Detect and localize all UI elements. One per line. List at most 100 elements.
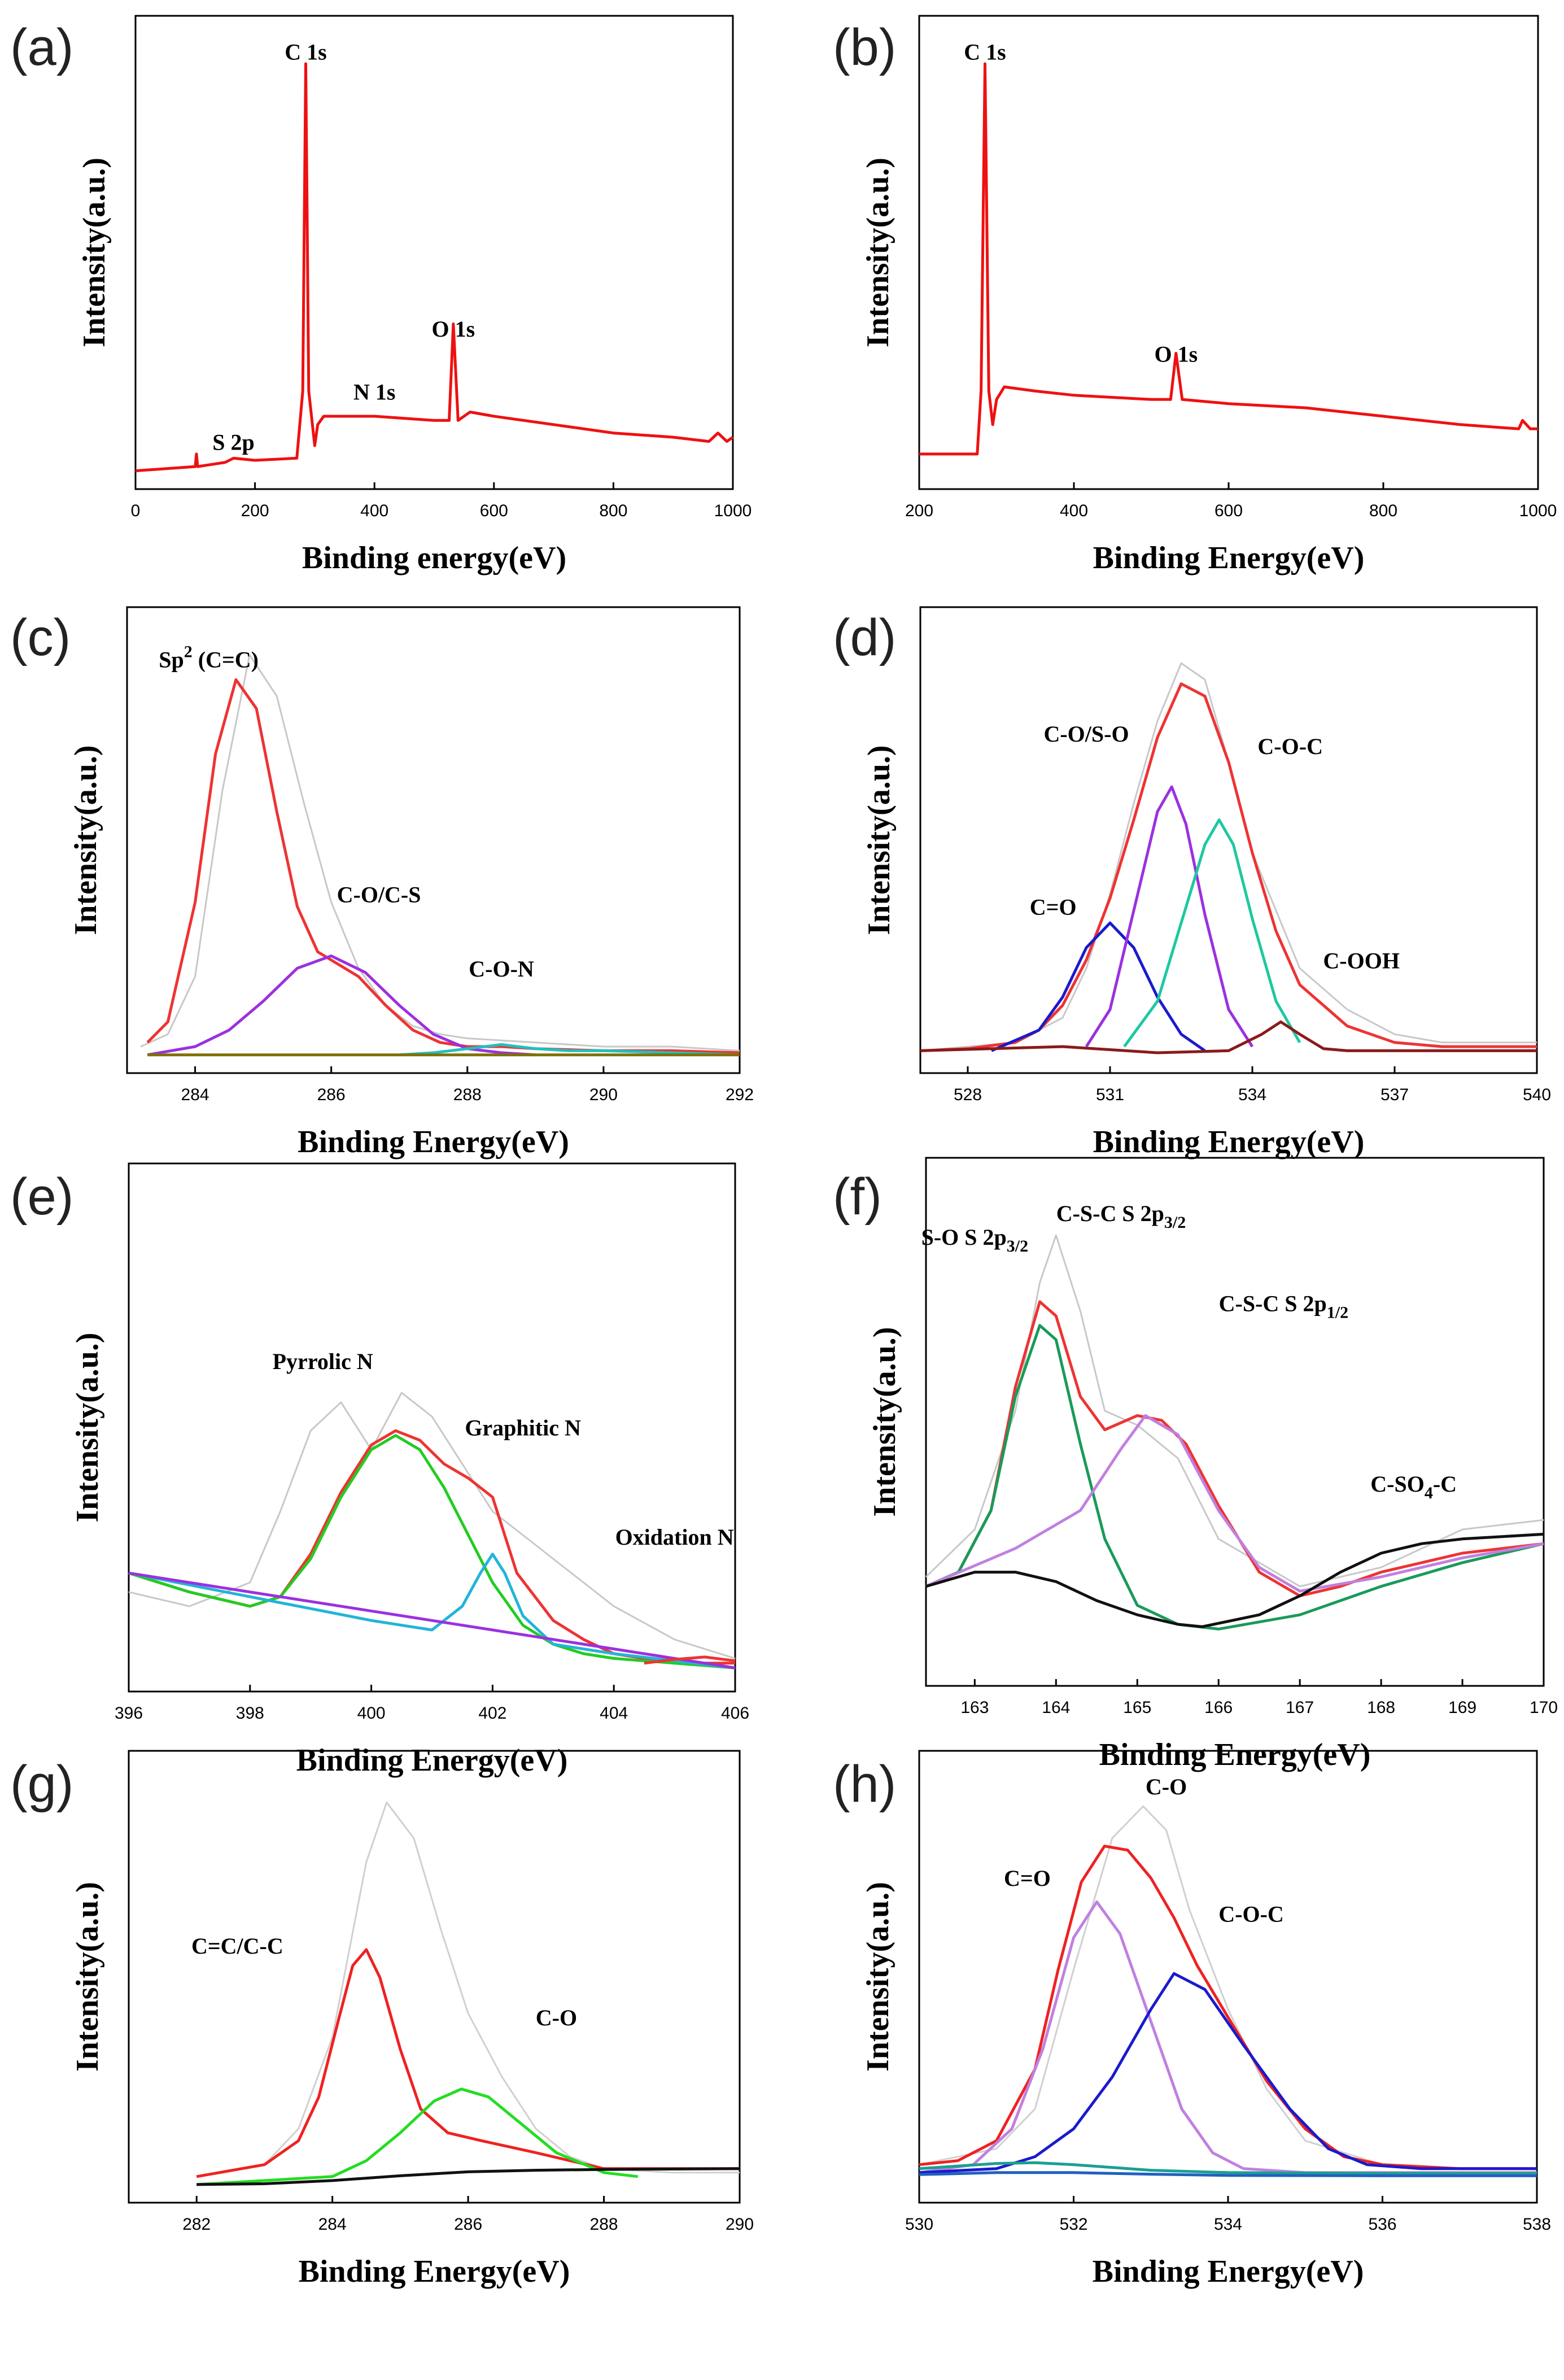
series-line [140, 654, 740, 1052]
x-tick-label: 282 [182, 2215, 211, 2234]
x-axis-label: Binding Energy(eV) [1093, 1124, 1365, 1160]
annotation-label: C=C/C-C [191, 1933, 283, 1959]
x-tick-label: 600 [1214, 502, 1243, 520]
series-line [135, 62, 734, 473]
series-line [128, 1571, 736, 1670]
plot-frame [918, 1750, 1538, 2204]
series-line [919, 1972, 1537, 2174]
annotation-label: Graphitic N [465, 1415, 581, 1441]
panel-letter: (d) [833, 609, 896, 666]
series-line [1085, 785, 1254, 1048]
panel-letter: (b) [833, 19, 896, 76]
y-axis-label: Intensity(a.u.) [68, 745, 103, 935]
x-tick-label: 534 [1238, 1086, 1266, 1104]
x-tick-label: 400 [360, 502, 388, 520]
x-tick-label: 169 [1448, 1698, 1476, 1717]
x-tick-label: 290 [726, 2215, 754, 2234]
x-tick-label: 532 [1059, 2215, 1087, 2234]
chart-panel-b: (b) 200 400 600 800 1000 Binding Energy(eV) Int… [833, 15, 1557, 576]
x-tick-label: 166 [1204, 1698, 1233, 1717]
y-axis-label: Intensity(a.u.) [862, 745, 897, 935]
series-line [399, 1043, 740, 1057]
chart-panel-a: (a) 0 200 400 600 800 1000 Binding energy(eV) In… [10, 15, 752, 576]
annotation-label: C-O [536, 2005, 577, 2030]
x-tick-label: 540 [1523, 1086, 1551, 1104]
annotation-label: S-O S 2p3/2 [921, 1224, 1029, 1256]
panel-letter: (f) [833, 1168, 882, 1226]
plot-frame [128, 1162, 736, 1693]
series-line [146, 678, 740, 1054]
annotation-label: C-S-C S 2p1/2 [1219, 1291, 1349, 1322]
x-tick-label: 286 [317, 1086, 346, 1104]
plot-frame [918, 15, 1539, 490]
annotation-label: C-OOH [1323, 948, 1400, 973]
y-axis-label: Intensity(a.u.) [70, 1882, 105, 2072]
annotation-label: Oxidation N [615, 1524, 734, 1550]
annotation-label: Sp2 (C=C) [159, 643, 259, 673]
x-axis-label: Binding energy(eV) [302, 540, 566, 576]
x-tick-label: 600 [480, 502, 508, 520]
series-line [196, 2167, 740, 2186]
plot-frame [925, 1157, 1545, 1687]
annotation-label: N 1s [353, 379, 395, 404]
x-axis-label: Binding Energy(eV) [1093, 540, 1365, 576]
x-tick-label: 800 [599, 502, 627, 520]
annotation-label: C-O-N [469, 956, 534, 982]
chart-panel-h: (h) 530 532 534 536 538 Binding Energy(eV) Inte… [833, 1750, 1551, 2289]
x-tick-label: 406 [721, 1704, 749, 1723]
plot-frame [919, 606, 1538, 1074]
annotation-label: C-O [1146, 1774, 1187, 1799]
series-line [925, 1234, 1544, 1588]
y-axis-label: Intensity(a.u.) [867, 1327, 902, 1516]
series-line [196, 1801, 740, 2178]
x-axis-label: Binding Energy(eV) [299, 2254, 570, 2289]
y-axis-label: Intensity(a.u.) [70, 1332, 105, 1522]
x-axis-label: Binding Energy(eV) [298, 1124, 569, 1160]
x-tick-label: 400 [357, 1704, 386, 1723]
series-line [925, 1414, 1544, 1593]
series-line [991, 921, 1206, 1052]
x-tick-label: 288 [590, 2215, 618, 2234]
annotation-label: C=O [1030, 895, 1077, 920]
annotation-label: C-O/C-S [337, 882, 421, 908]
series-line [196, 1948, 740, 2178]
series-line [920, 662, 1537, 1052]
series-line [128, 1553, 736, 1670]
x-tick-label: 290 [589, 1086, 618, 1104]
x-tick-label: 164 [1042, 1698, 1070, 1717]
x-tick-label: 284 [318, 2215, 347, 2234]
series-line [925, 1324, 1544, 1631]
x-tick-label: 538 [1523, 2215, 1551, 2234]
chart-panel-e: (e) 396 398 400 402 404 406 Binding Energy(eV) I… [10, 1162, 749, 1778]
panel-letter: (a) [10, 19, 73, 76]
x-tick-label: 396 [115, 1704, 143, 1723]
panel-letter: (g) [10, 1755, 73, 1813]
series-line [644, 1655, 736, 1665]
x-tick-label: 800 [1369, 502, 1397, 520]
x-tick-label: 402 [478, 1704, 506, 1723]
panel-letter: (h) [833, 1755, 896, 1813]
annotation-label: C-S-C S 2p3/2 [1056, 1201, 1186, 1232]
x-tick-label: 163 [960, 1698, 989, 1717]
x-axis-label: Binding Energy(eV) [1093, 2254, 1364, 2289]
series-line [128, 1392, 736, 1659]
annotation-label: C=O [1004, 1865, 1051, 1891]
y-axis-label: Intensity(a.u.) [860, 1882, 895, 2072]
chart-panel-d: (d) 528 531 534 537 540 Binding Energy(eV) Inte… [833, 606, 1551, 1160]
x-tick-label: 537 [1380, 1086, 1409, 1104]
x-tick-label: 284 [181, 1086, 209, 1104]
x-tick-label: 1000 [714, 502, 752, 520]
plot-frame [134, 15, 734, 490]
x-tick-label: 534 [1214, 2215, 1242, 2234]
series-line [919, 2161, 1537, 2175]
series-line [925, 1300, 1544, 1598]
series-line [128, 1434, 736, 1670]
x-tick-label: 200 [241, 502, 269, 520]
annotation-label: O 1s [432, 316, 475, 342]
chart-panel-g: (g) 282 284 286 288 290 Binding Energy(eV) Inte… [10, 1750, 754, 2289]
annotation-label: C-O-C [1218, 1902, 1284, 1927]
y-axis-label: Intensity(a.u.) [77, 158, 112, 347]
x-tick-label: 170 [1530, 1698, 1558, 1717]
series-line [925, 1532, 1544, 1628]
